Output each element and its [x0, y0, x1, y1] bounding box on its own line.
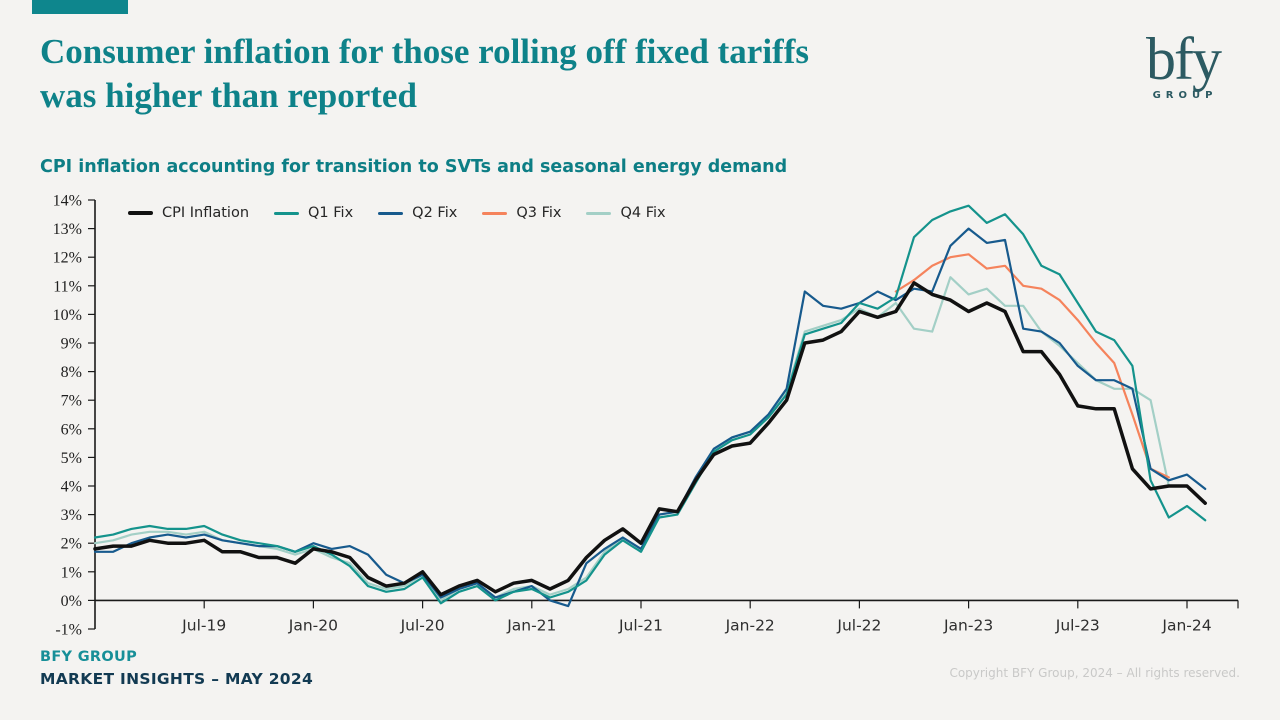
y-axis-label: 12%: [53, 250, 82, 267]
series-line-q4-fix: [93, 276, 1170, 602]
x-axis-label: Jan-24: [1161, 616, 1211, 634]
footer-copyright: Copyright BFY Group, 2024 – All rights r…: [949, 666, 1240, 680]
series-line-q3-fix: [894, 253, 1170, 479]
accent-bar: [32, 0, 128, 14]
page-title: Consumer inflation for those rolling off…: [40, 30, 1100, 118]
x-axis-label: Jul-23: [1055, 616, 1100, 634]
y-axis-label: 13%: [53, 221, 82, 238]
legend-label: CPI Inflation: [162, 205, 250, 221]
y-axis-label: 4%: [61, 479, 82, 496]
legend-item-cpi-inflation: CPI Inflation: [128, 205, 249, 221]
legend-label: Q1 Fix: [308, 205, 354, 221]
series-line-q1-fix: [93, 204, 1207, 605]
y-axis-label: 10%: [53, 307, 82, 324]
footer-publication: MARKET INSIGHTS – MAY 2024: [40, 670, 314, 688]
legend-item-q4-fix: Q4 Fix: [586, 205, 666, 221]
y-axis-label: 6%: [61, 421, 82, 438]
legend-label: Q4 Fix: [620, 205, 666, 221]
y-axis-label: 11%: [53, 278, 82, 295]
footer-company: BFY GROUP: [40, 649, 137, 665]
legend-swatch-q2-fix: [378, 211, 404, 215]
x-axis-label: Jan-23: [943, 616, 993, 634]
y-axis-label: 0%: [61, 593, 82, 610]
y-axis-label: 1%: [61, 564, 82, 581]
legend-swatch-q3-fix: [482, 211, 508, 215]
bfy-logo-subtext: GROUP: [1152, 90, 1218, 101]
x-axis-label: Jul-20: [400, 616, 445, 634]
bfy-logo-text: bfy: [1146, 26, 1222, 92]
y-axis-label: 3%: [61, 507, 82, 524]
y-axis-label: 5%: [61, 450, 82, 467]
chart-legend: CPI Inflation Q1 Fix Q2 Fix Q3 Fix Q4 Fi…: [128, 205, 666, 221]
legend-label: Q2 Fix: [412, 205, 458, 221]
x-axis-label: Jul-21: [618, 616, 663, 634]
legend-swatch-cpi-inflation: [128, 211, 153, 215]
y-axis-label: 14%: [53, 193, 82, 210]
legend-swatch-q4-fix: [586, 211, 612, 215]
legend-swatch-q1-fix: [274, 211, 300, 215]
series-line-q2-fix: [93, 227, 1207, 608]
page-title-line1: Consumer inflation for those rolling off…: [40, 32, 809, 71]
legend-item-q2-fix: Q2 Fix: [378, 205, 457, 221]
legend-item-q3-fix: Q3 Fix: [482, 205, 561, 221]
x-axis-label: Jul-19: [181, 616, 226, 634]
y-axis-label: 9%: [61, 336, 82, 353]
x-axis-label: Jan-22: [725, 616, 775, 634]
y-axis-label: 7%: [61, 393, 82, 410]
y-axis-label: 2%: [61, 536, 82, 553]
chart-title: CPI inflation accounting for transition …: [40, 157, 788, 177]
y-axis-label: 8%: [61, 364, 82, 381]
x-axis-label: Jan-21: [506, 616, 556, 634]
legend-label: Q3 Fix: [516, 205, 562, 221]
x-axis-label: Jul-22: [836, 616, 881, 634]
page-title-line2: was higher than reported: [40, 76, 417, 116]
bfy-logo: bfy GROUP: [1128, 26, 1238, 101]
series-line-cpi-inflation: [93, 281, 1207, 597]
y-axis-label: -1%: [55, 622, 82, 639]
legend-item-q1-fix: Q1 Fix: [274, 205, 353, 221]
x-axis-label: Jan-20: [288, 616, 338, 634]
